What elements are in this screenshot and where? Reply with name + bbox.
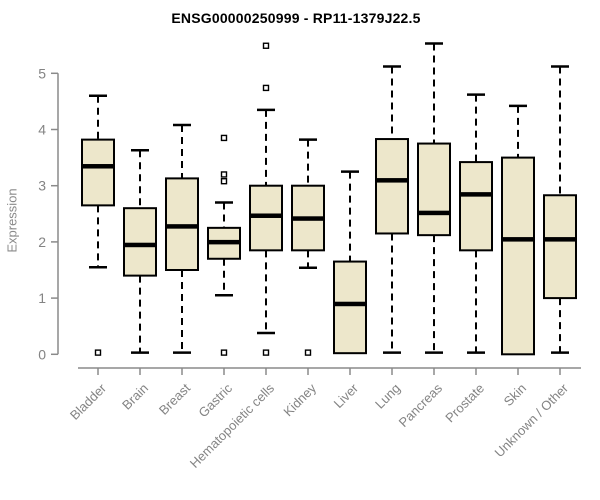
x-tick-label: Unknown / Other [492, 380, 572, 460]
box-rect [81, 138, 115, 207]
x-tick-label: Bladder [67, 380, 110, 423]
median-line [376, 178, 408, 183]
x-tick-label: Prostate [442, 381, 487, 426]
box-group [249, 42, 283, 356]
x-tick-label: Gastric [195, 380, 235, 420]
outlier-point [262, 349, 270, 356]
outlier-point [220, 178, 228, 185]
median-line [124, 242, 156, 248]
median-line [460, 192, 492, 197]
median-line [292, 216, 324, 221]
x-tick-label: Skin [501, 381, 529, 409]
box-rect [375, 138, 409, 235]
y-tick-label: 1 [38, 290, 46, 306]
chart-title: ENSG00000250999 - RP11-1379J22.5 [171, 10, 421, 26]
x-tick-label: Pancreas [396, 380, 446, 430]
x-tick-label: Liver [331, 380, 362, 411]
box-rect [501, 156, 535, 356]
x-tick-label: Lung [372, 381, 403, 412]
x-tick-label: Kidney [280, 380, 319, 419]
median-line [208, 239, 240, 245]
outlier-point [304, 349, 312, 356]
box-group [207, 134, 241, 356]
median-line [544, 237, 576, 242]
box-group [417, 42, 451, 354]
outlier-point [262, 84, 270, 92]
box-rect [249, 184, 283, 252]
box-group [501, 104, 535, 356]
median-line [82, 164, 114, 169]
box-group [459, 93, 493, 354]
outlier-point [220, 171, 228, 178]
box-group [333, 170, 367, 355]
median-line [334, 301, 366, 307]
median-line [502, 237, 534, 242]
median-line [166, 224, 198, 229]
x-tick-label: Brain [119, 381, 151, 413]
median-line [250, 213, 282, 218]
outlier-point [220, 134, 228, 142]
box-group [165, 123, 199, 354]
x-tick-label: Breast [156, 380, 193, 417]
box-group [375, 65, 409, 354]
box-group [291, 138, 325, 356]
box-rect [459, 161, 493, 252]
y-tick-label: 5 [38, 65, 46, 81]
outlier-point [262, 42, 270, 49]
y-tick-label: 2 [38, 234, 46, 250]
box-group [81, 94, 115, 356]
box-group [123, 149, 157, 354]
box-group [543, 65, 577, 354]
y-tick-label: 3 [38, 178, 46, 194]
box-rect [123, 207, 157, 277]
outlier-point [94, 349, 102, 356]
box-rect [543, 194, 577, 300]
outlier-point [220, 349, 228, 356]
median-line [418, 210, 450, 216]
y-tick-label: 0 [38, 346, 46, 362]
box-rect [417, 142, 451, 237]
y-tick-label: 4 [38, 122, 46, 138]
box-rect [333, 260, 367, 355]
